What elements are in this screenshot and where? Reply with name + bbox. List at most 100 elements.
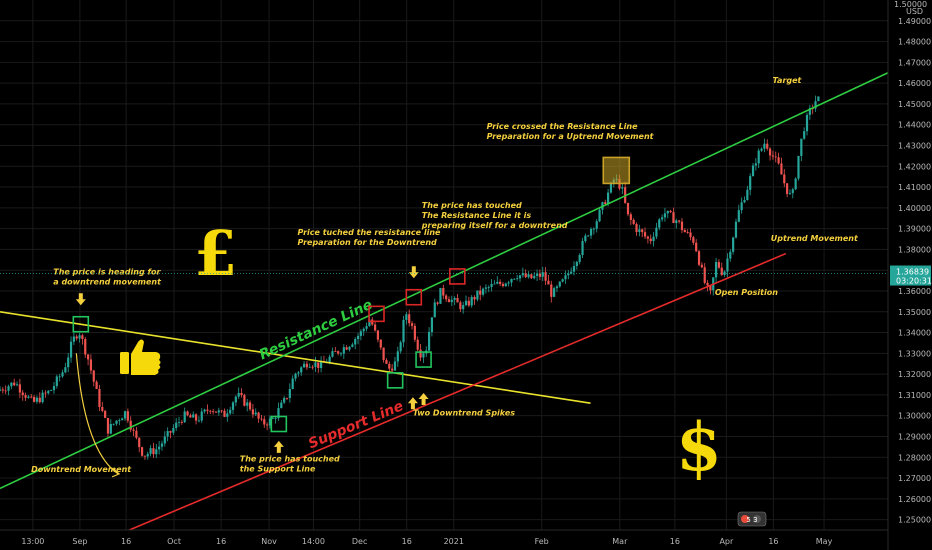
candle [140, 446, 144, 457]
x-axis-background [0, 530, 888, 550]
candle [385, 358, 388, 365]
gold-marker-box [602, 156, 631, 185]
candle [800, 138, 803, 162]
candle [530, 273, 533, 279]
green-marker-box [72, 315, 90, 333]
candle [797, 155, 800, 181]
candle [669, 209, 672, 213]
candle [266, 422, 269, 431]
candle [754, 158, 757, 171]
candle [695, 239, 698, 253]
candle [501, 281, 505, 288]
candle [21, 389, 24, 401]
candle [817, 96, 820, 102]
dollar-sign-icon: $ [676, 408, 722, 486]
candle [803, 127, 806, 140]
candle [220, 409, 223, 414]
candle [427, 327, 431, 352]
candle [243, 393, 246, 407]
y-tick-label: 1.34000 [898, 329, 931, 338]
candle [516, 274, 519, 281]
candle [496, 276, 499, 285]
last-price-tag[interactable] [890, 265, 931, 286]
candle [206, 404, 209, 415]
x-tick-label: May [816, 537, 833, 546]
candle [86, 354, 90, 366]
candle [152, 442, 155, 459]
support-line[interactable] [36, 252, 787, 550]
candle [655, 222, 658, 240]
resistance-line[interactable] [0, 72, 889, 490]
candle [209, 409, 212, 415]
annotation-text: Two Downtrend Spikes [413, 409, 515, 418]
candle [453, 296, 456, 305]
yellow-trend-line[interactable] [0, 310, 591, 405]
candle [69, 336, 73, 363]
candle [592, 227, 595, 235]
candle [732, 236, 735, 255]
candle [356, 332, 360, 345]
arrow-up-icon [273, 440, 284, 453]
pound-sign-icon: £ [194, 217, 237, 290]
candle [246, 399, 249, 412]
candle [112, 423, 115, 426]
candle [405, 311, 408, 325]
y-axis-top-tick: 1.50000 [894, 0, 927, 9]
candle [268, 415, 272, 429]
y-tick-label: 1.32000 [898, 370, 931, 379]
candle [260, 415, 263, 422]
candle [123, 410, 127, 421]
curved-arrow-icon [75, 353, 119, 475]
y-axis-unit: USD [906, 7, 923, 16]
annotation-text: Uptrend Movement [771, 234, 859, 243]
candle [445, 294, 448, 302]
candle [379, 339, 382, 350]
annotation-text: Open Position [715, 288, 778, 297]
candle [4, 385, 7, 395]
candle [462, 301, 465, 314]
candle [487, 285, 490, 293]
candle [339, 351, 343, 357]
candle [399, 340, 402, 354]
curved-arrow-head-icon [111, 468, 121, 478]
candle [217, 407, 220, 416]
candle [595, 218, 598, 233]
x-tick-label: 16 [402, 537, 412, 546]
candle [7, 384, 10, 396]
candle [129, 416, 132, 433]
candle [183, 407, 186, 423]
candle [294, 372, 297, 382]
candle [89, 354, 93, 374]
candle [334, 347, 337, 352]
candle [373, 320, 377, 332]
x-axis[interactable]: 13:00 Sep 16 Oct 16 Nov 14:00 Dec 16 2021 Feb Mar 16… [0, 0, 889, 550]
candle [638, 224, 641, 237]
candle [550, 280, 553, 303]
candle [115, 420, 118, 426]
candle [214, 411, 218, 413]
candle [169, 430, 172, 439]
candle [393, 356, 397, 371]
candle [200, 408, 203, 423]
annotation-text: The price has touched the Support Line [240, 454, 340, 473]
candle [197, 416, 201, 423]
green-marker-box [270, 415, 288, 433]
candle [771, 150, 775, 160]
candle [808, 104, 811, 120]
candle [248, 400, 252, 412]
markers [72, 156, 631, 478]
candle [223, 408, 226, 418]
red-marker-box [368, 305, 385, 323]
candle [55, 374, 58, 389]
candle [314, 356, 317, 373]
candle [513, 278, 516, 281]
green-marker-box [415, 351, 432, 368]
x-tick-label: 16 [216, 537, 226, 546]
candle [257, 411, 260, 423]
x-tick-label: 16 [670, 537, 680, 546]
candle [652, 232, 655, 247]
candle [598, 208, 601, 223]
candle [675, 218, 678, 229]
